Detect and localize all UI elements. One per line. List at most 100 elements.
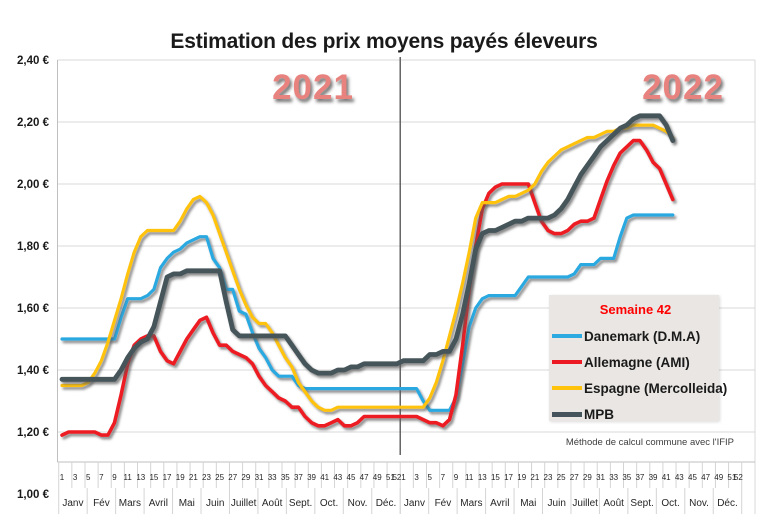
legend-swatch-espagne xyxy=(552,386,582,390)
y-tick-label: 1,60 € xyxy=(17,303,50,315)
week-tick-label: 31 xyxy=(255,473,264,482)
month-label: Juillet xyxy=(231,498,257,509)
y-axis-labels: 2,40 € 2,20 € 2,00 € 1,80 € 1,60 € 1,40 € 1,20… xyxy=(17,55,50,501)
legend-swatch-mpb xyxy=(552,411,582,417)
week-tick-label: 15 xyxy=(149,473,158,482)
week-tick-label: 33 xyxy=(609,473,618,482)
week-tick-label: 13 xyxy=(478,473,487,482)
y-tick-label: 2,00 € xyxy=(17,179,50,191)
week-tick-label: 19 xyxy=(176,473,185,482)
week-tick-label: 47 xyxy=(701,473,710,482)
week-tick-label: 9 xyxy=(454,473,459,482)
week-tick-label: 7 xyxy=(441,473,446,482)
week-tick-label: 43 xyxy=(333,473,342,482)
legend-label-mpb: MPB xyxy=(584,406,614,422)
week-tick-label: 31 xyxy=(596,473,605,482)
week-tick-label: 29 xyxy=(241,473,250,482)
week-tick-label: 51 xyxy=(727,473,736,482)
week-tick-label: 39 xyxy=(649,473,658,482)
footnote: Méthode de calcul commune avec l'IFIP xyxy=(565,437,734,448)
series-line-espagne xyxy=(60,123,675,412)
month-label: Mars xyxy=(119,498,141,509)
week-tick-label: 47 xyxy=(360,473,369,482)
week-tick-label: 49 xyxy=(373,473,382,482)
month-label: Oct. xyxy=(320,498,338,509)
legend-item-danemark: Danemark (D.M.A) xyxy=(552,323,719,349)
week-tick-label: 35 xyxy=(281,473,290,482)
legend: Semaine 42 Danemark (D.M.A) Allemagne (A… xyxy=(549,295,727,422)
legend-title: Semaine 42 xyxy=(599,302,672,317)
week-tick-label: 41 xyxy=(320,473,329,482)
week-tick-label: 17 xyxy=(504,473,513,482)
month-label: Nov. xyxy=(689,498,709,509)
week-tick-label: 21 xyxy=(530,473,539,482)
month-label: Sept. xyxy=(630,498,653,509)
week-tick-label: 3 xyxy=(414,473,419,482)
y-tick-label: 2,20 € xyxy=(17,117,50,129)
month-label: Août xyxy=(603,498,624,509)
y-tick-label: 2,40 € xyxy=(17,55,50,67)
week-tick-label: 33 xyxy=(268,473,277,482)
week-tick-label: 19 xyxy=(517,473,526,482)
chart-title: Estimation des prix moyens payés éleveur… xyxy=(170,30,598,53)
week-tick-label: 51 xyxy=(386,473,395,482)
week-tick-label: 1 xyxy=(401,473,406,482)
week-tick-label: 9 xyxy=(112,473,117,482)
week-tick-label: 52 xyxy=(392,473,401,482)
month-label: Août xyxy=(262,498,283,509)
legend-swatch-danemark xyxy=(552,334,582,338)
week-tick-label: 43 xyxy=(675,473,684,482)
y-tick-label: 1,80 € xyxy=(17,241,50,253)
month-label: Sept. xyxy=(289,498,312,509)
month-label: Janv xyxy=(62,498,83,509)
gridlines xyxy=(57,59,755,433)
month-label: Nov. xyxy=(348,498,368,509)
week-tick-label: 1 xyxy=(60,473,65,482)
legend-item-mpb: MPB xyxy=(552,401,719,427)
month-label: Oct. xyxy=(661,498,679,509)
week-tick-label: 49 xyxy=(714,473,723,482)
week-tick-label: 37 xyxy=(635,473,644,482)
week-tick-label: 11 xyxy=(465,473,474,482)
month-label: Avril xyxy=(149,498,168,509)
week-tick-label: 35 xyxy=(622,473,631,482)
week-tick-label: 37 xyxy=(294,473,303,482)
week-labels: 1 3 5 7 9 11 13 15 17 19 21 23 25 27 29 31 33 35 37 39 41 43 4… xyxy=(60,473,744,482)
year-label-2022: 2022 xyxy=(642,68,724,107)
legend-label-espagne: Espagne (Mercolleida) xyxy=(584,380,728,396)
y-tick-label: 1,00 € xyxy=(17,489,50,501)
month-label: Déc. xyxy=(717,498,738,509)
month-labels: Janv Fév Mars Avril Mai Juin Juillet Août Sept. O… xyxy=(62,498,737,509)
legend-item-espagne: Espagne (Mercolleida) xyxy=(552,375,727,401)
legend-swatch-allemagne xyxy=(552,360,582,364)
week-tick-label: 11 xyxy=(124,473,133,482)
month-label: Déc. xyxy=(376,498,397,509)
month-label: Mars xyxy=(460,498,482,509)
week-tick-label: 27 xyxy=(228,473,237,482)
week-tick-label: 45 xyxy=(347,473,356,482)
week-tick-label: 41 xyxy=(662,473,671,482)
series-line-danemark xyxy=(60,213,675,412)
week-tick-label: 3 xyxy=(73,473,78,482)
y-tick-label: 1,40 € xyxy=(17,365,50,377)
month-label: Janv xyxy=(404,498,425,509)
week-tick-label: 23 xyxy=(202,473,211,482)
week-tick-label: 7 xyxy=(99,473,104,482)
week-tick-label: 17 xyxy=(163,473,172,482)
week-tick-label: 25 xyxy=(557,473,566,482)
month-label: Fév xyxy=(93,498,110,509)
month-label: Juin xyxy=(548,498,566,509)
week-tick-label: 5 xyxy=(428,473,433,482)
year-label-2021: 2021 xyxy=(272,68,354,107)
week-tick-label: 29 xyxy=(583,473,592,482)
week-tick-label: 5 xyxy=(86,473,91,482)
week-tick-label: 13 xyxy=(136,473,145,482)
series-line-allemagne xyxy=(60,138,675,437)
week-tick-label: 23 xyxy=(544,473,553,482)
month-label: Fév xyxy=(435,498,452,509)
week-tick-label: 27 xyxy=(570,473,579,482)
week-tick-label: 52 xyxy=(734,473,743,482)
week-tick-label: 25 xyxy=(215,473,224,482)
axis-ticks xyxy=(58,462,743,514)
